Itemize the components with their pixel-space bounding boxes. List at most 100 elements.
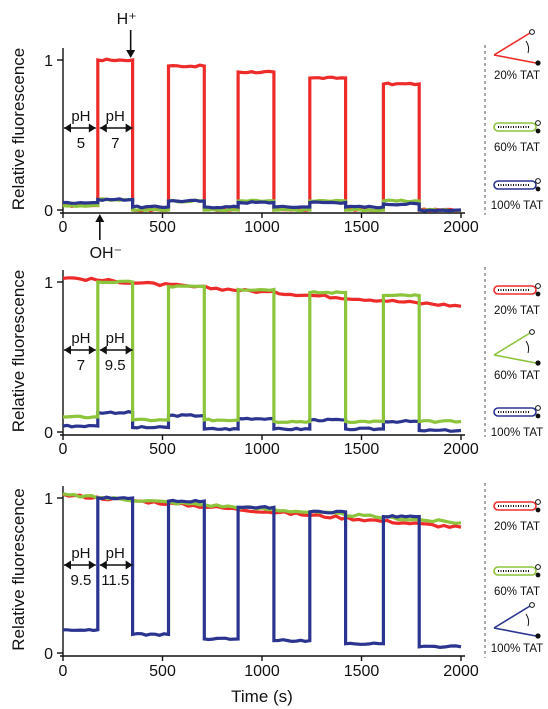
ion-arrow-bottom-head [95,214,105,222]
series-line-100-tatpct [63,197,462,213]
hairpin-60-tatpct-icon [493,120,541,134]
x-tick-label: 1500 [344,219,380,236]
hairpin-end-open [535,178,541,184]
hairpin-end-filled [535,572,541,578]
hairpin-60-tatpct-icon [493,564,541,578]
ph-value: 5 [77,135,85,152]
ion-arrow-top-head [126,50,136,58]
legend-label: 20% TAT [494,70,540,82]
x-tick-label: 500 [149,441,176,458]
ph-value: 7 [111,135,119,152]
hairpin-end-open [535,283,541,289]
x-axis-label: Time (s) [231,687,293,706]
hairpin-strand-lower [493,54,537,64]
legend-label: 100% TAT [491,427,543,439]
y-tick-label: 0 [44,203,53,220]
ph-value: 9.5 [70,572,91,589]
hairpin-end-filled [535,60,541,66]
chart-panel-middle: 0 1 0 500 1000 1500 2000 Relative fluorescence p… [9,267,543,458]
hairpin-end-open [529,29,535,35]
hairpin-strand-lower [493,627,537,637]
y-tick-label: 0 [44,646,53,663]
x-tick-label: 2000 [443,663,479,680]
series-line-20-tatpct [62,57,462,213]
ph-arrow-left-head-left [64,123,71,133]
ph-value: 9.5 [105,357,126,374]
y-axis-label: Relative fluorescence [9,48,28,211]
x-tick-label: 1500 [344,441,380,458]
legend-label: 60% TAT [494,142,540,154]
series-line-60-tatpct [62,279,462,425]
hairpin-arrow [525,40,530,54]
hairpin-arrow [525,613,530,627]
hairpin-end-filled [535,413,541,419]
hairpin-20-tatpct-icon [493,283,541,297]
hairpin-end-filled [535,186,541,192]
hairpin-end-open [529,329,535,335]
chart-panel-top: 0 1 0 500 1000 1500 2000 Relative fluorescence p… [9,11,543,262]
y-tick-label: 0 [44,425,53,442]
hairpin-end-open [529,602,535,608]
hairpin-end-open [535,405,541,411]
hairpin-end-filled [535,507,541,513]
ph-arrow-left-head-left [64,560,71,570]
y-tick-label: 1 [44,491,53,508]
ph-label: pH [71,545,90,562]
ph-arrow-right-head-right [125,560,133,570]
legend-label: 100% TAT [491,643,543,655]
hairpin-end-filled [535,633,541,639]
hairpin-end-open [535,564,541,570]
hairpin-end-open [535,120,541,126]
hairpin-100-tatpct-icon [493,602,541,639]
chart-panel-bottom: 0 1 0 500 1000 1500 2000 Relative fluorescence p… [9,483,543,680]
legend-label: 100% TAT [491,200,543,212]
ph-value: 11.5 [101,572,129,589]
x-tick-label: 0 [59,441,68,458]
hairpin-arrow [525,340,530,354]
ph-arrow-left-head-left [64,345,71,355]
hairpin-end-filled [535,291,541,297]
hairpin-strand-upper [493,605,531,629]
hairpin-strand-upper [493,332,531,356]
ph-arrow-right-head-right [125,345,133,355]
ph-arrow-left-head-right [88,345,96,355]
x-tick-label: 0 [59,219,68,236]
hairpin-end-filled [535,360,541,366]
x-tick-label: 1000 [244,219,280,236]
y-tick-label: 1 [44,275,53,292]
hairpin-end-filled [535,128,541,134]
ph-arrow-left-head-right [88,123,96,133]
x-tick-label: 500 [149,219,176,236]
x-tick-label: 1500 [344,663,380,680]
ph-arrow-left-head-right [88,560,96,570]
x-tick-label: 500 [149,663,176,680]
hairpin-strand-upper [493,32,531,56]
hairpin-60-tatpct-icon [493,329,541,366]
y-axis-label: Relative fluorescence [9,488,28,651]
x-tick-label: 0 [59,663,68,680]
ph-arrow-right-head-left [99,560,107,570]
ion-label-top: H⁺ [117,11,137,28]
hairpin-body [493,180,537,190]
hairpin-body [493,501,537,511]
series-line-100-tatpct [63,495,462,650]
x-tick-label: 2000 [443,441,479,458]
hairpin-body [493,122,537,132]
ph-label: pH [71,330,90,347]
series-line-20-tatpct [62,276,462,308]
legend-label: 20% TAT [494,305,540,317]
ph-label: pH [71,108,90,125]
hairpin-body [493,566,537,576]
x-tick-label: 2000 [443,219,479,236]
hairpin-20-tatpct-icon [493,29,541,66]
y-tick-label: 1 [44,53,53,70]
ph-label: pH [106,545,125,562]
hairpin-end-open [535,499,541,505]
hairpin-20-tatpct-icon [493,499,541,513]
hairpin-body [493,407,537,417]
legend-label: 60% TAT [494,586,540,598]
hairpin-100-tatpct-icon [493,178,541,192]
hairpin-100-tatpct-icon [493,405,541,419]
ph-arrow-right-head-right [125,123,133,133]
